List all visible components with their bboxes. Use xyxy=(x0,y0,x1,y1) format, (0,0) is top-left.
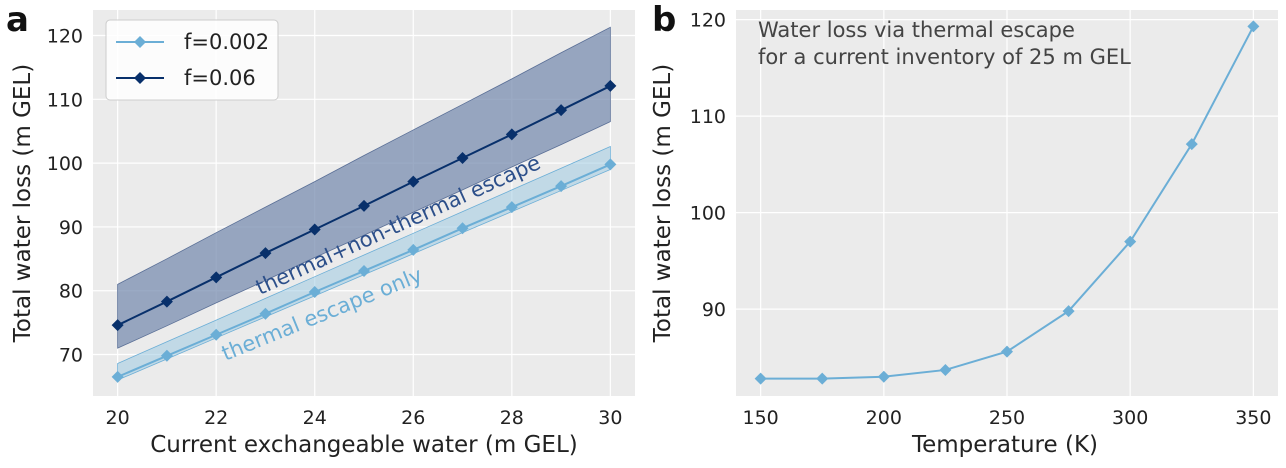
panel-b-annotation-line-1: Water loss via thermal escape xyxy=(758,18,1075,42)
panel-b-point-series-0 xyxy=(1001,345,1013,358)
panel-b-tick-labels: 150 200 250 300 350 90 100 110 120 xyxy=(690,10,1272,429)
panel-b-xtick-label: 300 xyxy=(1112,407,1148,429)
panel-a-point-series-0 xyxy=(358,264,370,277)
panel-a-point-series-0 xyxy=(604,158,617,171)
panel-b-xtick-label: 150 xyxy=(743,407,779,429)
panel-a-lines xyxy=(111,79,617,383)
panel-a-point-series-0 xyxy=(505,201,518,214)
panel-b-point-series-0 xyxy=(816,372,829,385)
panel-a-letter: a xyxy=(6,0,29,40)
panel-a-xlabel: Current exchangeable water (m GEL) xyxy=(150,432,578,458)
panel-a-xtick-label: 20 xyxy=(106,407,130,429)
panel-a-xtick-label: 28 xyxy=(500,407,524,429)
panel-a-ytick-label: 90 xyxy=(59,217,83,239)
panel-a-xtick-label: 30 xyxy=(598,407,622,429)
panel-b-point-series-0 xyxy=(754,372,767,385)
panel-b: 150 200 250 300 350 90 100 110 120 Water loss vi… xyxy=(650,0,1278,458)
panel-a-ytick-label: 80 xyxy=(59,281,83,303)
panel-b-point-series-0 xyxy=(1062,305,1075,318)
panel-a-point-series-0 xyxy=(308,286,321,299)
panel-a-xtick-label: 26 xyxy=(401,407,425,429)
panel-b-xlabel: Temperature (K) xyxy=(911,432,1098,458)
panel-a-point-series-1 xyxy=(555,104,568,117)
panel-a-point-series-1 xyxy=(259,247,272,260)
panel-a-point-series-1 xyxy=(407,175,420,188)
panel-b-ytick-label: 110 xyxy=(690,106,726,128)
panel-a-point-series-0 xyxy=(210,328,223,341)
panel-b-point-series-0 xyxy=(1185,138,1198,151)
panel-a-point-series-0 xyxy=(259,307,272,320)
panel-b-point-series-0 xyxy=(1247,20,1260,33)
panel-a-point-series-0 xyxy=(160,349,173,362)
panel-b-point-series-0 xyxy=(1124,235,1137,248)
panel-a-point-series-1 xyxy=(111,319,124,332)
panel-a-point-series-1 xyxy=(308,223,321,236)
panel-b-xtick-label: 350 xyxy=(1235,407,1271,429)
panel-a-ytick-label: 110 xyxy=(47,89,83,111)
panel-a-ylabel: Total water loss (m GEL) xyxy=(10,64,36,343)
panel-a-point-series-1 xyxy=(604,79,617,92)
panel-a-point-series-1 xyxy=(210,271,223,284)
panel-b-letter: b xyxy=(652,0,676,40)
panel-a-point-series-1 xyxy=(160,295,173,308)
panel-b-xtick-label: 200 xyxy=(866,407,902,429)
panel-b-annotation-line-2: for a current inventory of 25 m GEL xyxy=(758,45,1131,69)
panel-b-point-series-0 xyxy=(877,370,890,383)
panel-a-legend-box xyxy=(105,19,279,101)
panel-b-point-series-0 xyxy=(939,363,952,376)
panel-a-point-series-1 xyxy=(505,128,518,141)
panel-a-tick-labels: 20 22 24 26 28 30 70 80 90 100 110 120 xyxy=(47,26,623,429)
panel-b-ylabel: Total water loss (m GEL) xyxy=(650,64,676,343)
panel-a-legend-marker-1 xyxy=(134,72,146,84)
panel-a-band-series-1 xyxy=(117,26,611,349)
panel-a-point-series-1 xyxy=(456,152,469,165)
panel-b-lines xyxy=(754,20,1260,385)
panel-a-ytick-label: 70 xyxy=(59,345,83,367)
panel-a-ytick-label: 100 xyxy=(47,153,83,175)
panel-b-ytick-label: 120 xyxy=(690,10,726,32)
panel-a-xtick-label: 22 xyxy=(204,407,228,429)
panel-a-legend-label-1: f=0.06 xyxy=(184,66,256,90)
panel-b-ytick-label: 100 xyxy=(690,203,726,225)
panel-a-legend-marker-0 xyxy=(134,36,146,48)
panel-a-point-series-0 xyxy=(111,370,124,383)
panel-b-ytick-label: 90 xyxy=(702,299,726,321)
panel-a-point-series-0 xyxy=(555,180,568,193)
panel-a-point-series-0 xyxy=(407,243,420,256)
panel-b-grid xyxy=(736,10,1278,396)
panel-a-ytick-label: 120 xyxy=(47,26,83,48)
panel-a-legend-label-0: f=0.002 xyxy=(184,30,269,54)
panel-a-legend: f=0.002 f=0.06 xyxy=(105,19,279,101)
panel-a-point-series-0 xyxy=(456,222,469,235)
panel-a-point-series-1 xyxy=(358,199,370,212)
panel-b-xtick-label: 250 xyxy=(989,407,1025,429)
panel-a-xtick-label: 24 xyxy=(303,407,327,429)
